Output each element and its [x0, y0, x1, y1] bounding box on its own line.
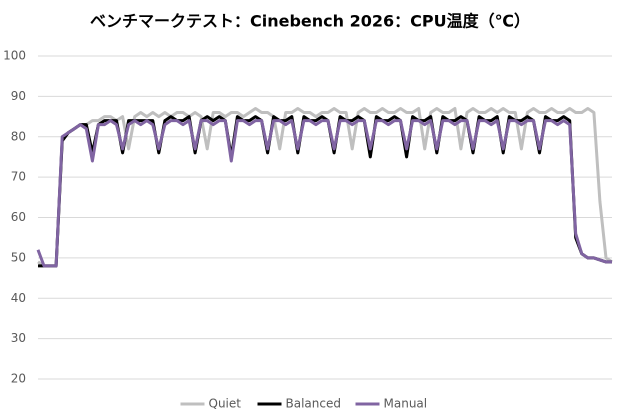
- chart-title: ベンチマークテスト：Cinebench 2026：CPU温度（℃）: [90, 12, 530, 31]
- series-line: [37, 107, 613, 268]
- y-tick-label: 70: [11, 170, 26, 184]
- legend-label: Quiet: [209, 397, 242, 411]
- legend-label: Balanced: [286, 397, 341, 411]
- y-tick-label: 100: [3, 49, 26, 63]
- y-tick-label: 50: [11, 250, 26, 264]
- y-tick-label: 40: [11, 291, 26, 305]
- y-tick-label: 90: [11, 89, 26, 103]
- y-tick-label: 30: [11, 331, 26, 345]
- y-tick-label: 80: [11, 129, 26, 143]
- y-tick-label: 20: [11, 372, 26, 386]
- legend-label: Manual: [384, 397, 428, 411]
- y-tick-label: 60: [11, 210, 26, 224]
- series-line: [36, 119, 612, 268]
